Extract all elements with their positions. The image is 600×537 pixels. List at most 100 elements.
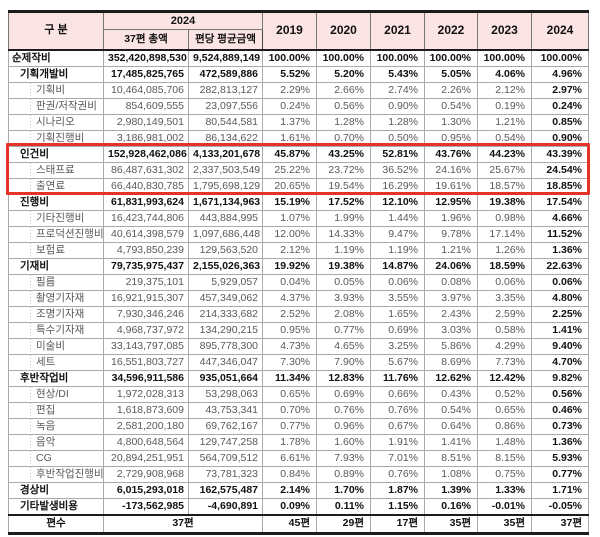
avg-amount-cell: 4,133,201,678 <box>187 145 264 163</box>
table-row: 출연료 66,440,830,785 1,795,698,129 20.65% 19.5… <box>8 177 590 195</box>
pct-cell: 17.14% <box>477 225 533 243</box>
pct-cell: 5.43% <box>370 65 426 83</box>
pct-cell: 0.11% <box>316 497 372 515</box>
total-amount-cell: 2,729,908,968 <box>103 465 189 483</box>
pct-cell: 0.76% <box>370 401 426 419</box>
row-label: 후반작업진행비 <box>8 465 104 483</box>
pct-cell: 1.28% <box>370 113 426 131</box>
avg-amount-cell: 134,290,215 <box>187 321 264 339</box>
header-year-2024: 2024 <box>531 11 590 50</box>
total-amount-cell: -173,562,985 <box>103 497 189 515</box>
total-amount-cell: 4,968,737,972 <box>103 321 189 339</box>
table-row: 조명기자재 7,930,346,246 214,333,682 2.52% 2.08% 1… <box>8 305 590 323</box>
pct-cell: 0.09% <box>262 497 318 515</box>
pct-cell: 0.96% <box>316 417 372 435</box>
pct-cell: 0.19% <box>477 97 533 115</box>
total-amount-cell: 16,551,803,727 <box>103 353 189 371</box>
avg-amount-cell: 1,097,686,448 <box>187 225 264 243</box>
header-year-2022: 2022 <box>424 11 479 50</box>
pct-cell: 14.33% <box>316 225 372 243</box>
pct-cell: 2.29% <box>262 81 318 99</box>
pct-cell: 11.52% <box>531 225 590 243</box>
pct-cell: -0.01% <box>477 497 533 515</box>
pct-cell: 25.22% <box>262 161 318 179</box>
table-row: CG 20,894,251,951 564,709,512 6.61% 7.93% 7.0… <box>8 449 590 467</box>
pct-cell: 1.21% <box>477 113 533 131</box>
row-label: 녹음 <box>8 417 104 435</box>
avg-amount-cell: 282,813,127 <box>187 81 264 99</box>
table-row: 기재비 79,735,975,437 2,155,026,363 19.92% 19.3… <box>8 257 590 275</box>
pct-cell: 100.00% <box>262 49 318 67</box>
pct-cell: 15.19% <box>262 193 318 211</box>
pct-cell: 19.38% <box>316 257 372 275</box>
header-category: 구 분 <box>8 11 104 50</box>
total-amount-cell: 86,487,631,302 <box>103 161 189 179</box>
row-label: 세트 <box>8 353 104 371</box>
pct-cell: 1.07% <box>262 209 318 227</box>
header-year-2020: 2020 <box>316 11 372 50</box>
pct-cell: 0.54% <box>424 401 479 419</box>
pct-cell: 100.00% <box>531 49 590 67</box>
pct-cell: 9.47% <box>370 225 426 243</box>
pct-cell: 7.30% <box>262 353 318 371</box>
footer-count-2021: 17편 <box>370 513 426 534</box>
pct-cell: 1.99% <box>316 209 372 227</box>
pct-cell: 1.21% <box>424 241 479 259</box>
total-amount-cell: 854,609,555 <box>103 97 189 115</box>
table-row: 현상/DI 1,972,028,313 53,298,063 0.65% 0.69% 0.… <box>8 385 590 403</box>
pct-cell: 4.96% <box>531 65 590 83</box>
pct-cell: 0.95% <box>424 129 479 147</box>
pct-cell: 22.63% <box>531 257 590 275</box>
pct-cell: 44.23% <box>477 145 533 163</box>
pct-cell: 1.33% <box>477 481 533 499</box>
header-2024-group: 2024 <box>102 11 264 30</box>
pct-cell: 0.90% <box>370 97 426 115</box>
pct-cell: 2.97% <box>531 81 590 99</box>
table-body: 순제작비 352,420,898,530 9,524,889,149 100.00% 1… <box>8 49 590 515</box>
pct-cell: 7.90% <box>316 353 372 371</box>
pct-cell: 0.66% <box>370 385 426 403</box>
pct-cell: 12.42% <box>477 369 533 387</box>
pct-cell: 2.25% <box>531 305 590 323</box>
pct-cell: 3.25% <box>370 337 426 355</box>
pct-cell: 1.41% <box>424 433 479 451</box>
row-label: 기획개발비 <box>8 65 104 83</box>
pct-cell: 4.73% <box>262 337 318 355</box>
pct-cell: 16.29% <box>370 177 426 195</box>
pct-cell: 4.37% <box>262 289 318 307</box>
pct-cell: 12.62% <box>424 369 479 387</box>
pct-cell: 0.77% <box>316 321 372 339</box>
avg-amount-cell: 447,346,047 <box>187 353 264 371</box>
table-row: 후반작업비 34,596,911,586 935,051,664 11.34% 12.8… <box>8 369 590 387</box>
pct-cell: 8.51% <box>424 449 479 467</box>
pct-cell: 2.74% <box>370 81 426 99</box>
pct-cell: 18.57% <box>477 177 533 195</box>
pct-cell: 1.15% <box>370 497 426 515</box>
avg-amount-cell: 86,134,622 <box>187 129 264 147</box>
avg-amount-cell: 9,524,889,149 <box>187 49 264 67</box>
pct-cell: 0.65% <box>477 401 533 419</box>
pct-cell: 9.40% <box>531 337 590 355</box>
pct-cell: 8.15% <box>477 449 533 467</box>
total-amount-cell: 4,800,648,564 <box>103 433 189 451</box>
table-row: 특수기자재 4,968,737,972 134,290,215 0.95% 0.77% 0… <box>8 321 590 339</box>
total-amount-cell: 10,464,085,706 <box>103 81 189 99</box>
pct-cell: 0.89% <box>316 465 372 483</box>
avg-amount-cell: 935,051,664 <box>187 369 264 387</box>
pct-cell: 25.67% <box>477 161 533 179</box>
row-label: 음악 <box>8 433 104 451</box>
pct-cell: 1.71% <box>531 481 590 499</box>
pct-cell: 2.59% <box>477 305 533 323</box>
avg-amount-cell: 564,709,512 <box>187 449 264 467</box>
row-label: 후반작업비 <box>8 369 104 387</box>
pct-cell: 0.70% <box>316 129 372 147</box>
pct-cell: 36.52% <box>370 161 426 179</box>
pct-cell: 1.70% <box>316 481 372 499</box>
header-total-37: 37편 총액 <box>103 29 189 50</box>
pct-cell: 3.35% <box>477 289 533 307</box>
pct-cell: 5.93% <box>531 449 590 467</box>
avg-amount-cell: 23,097,556 <box>187 97 264 115</box>
pct-cell: 18.85% <box>531 177 590 195</box>
avg-amount-cell: 443,884,995 <box>187 209 264 227</box>
pct-cell: 4.65% <box>316 337 372 355</box>
